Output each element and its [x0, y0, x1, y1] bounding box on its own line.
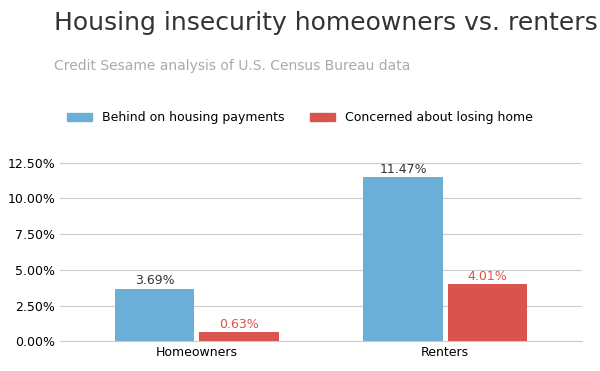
Text: 3.69%: 3.69%	[134, 275, 174, 288]
Bar	[363, 177, 443, 341]
Text: Housing insecurity homeowners vs. renters: Housing insecurity homeowners vs. renter…	[54, 11, 598, 35]
Text: 0.63%: 0.63%	[219, 318, 259, 331]
Text: Credit Sesame analysis of U.S. Census Bureau data: Credit Sesame analysis of U.S. Census Bu…	[54, 59, 410, 73]
Bar	[199, 332, 279, 341]
Bar	[115, 289, 194, 341]
Legend: Behind on housing payments, Concerned about losing home: Behind on housing payments, Concerned ab…	[62, 106, 538, 129]
Text: 11.47%: 11.47%	[379, 163, 427, 176]
Text: 4.01%: 4.01%	[467, 270, 508, 283]
Bar	[448, 284, 527, 341]
